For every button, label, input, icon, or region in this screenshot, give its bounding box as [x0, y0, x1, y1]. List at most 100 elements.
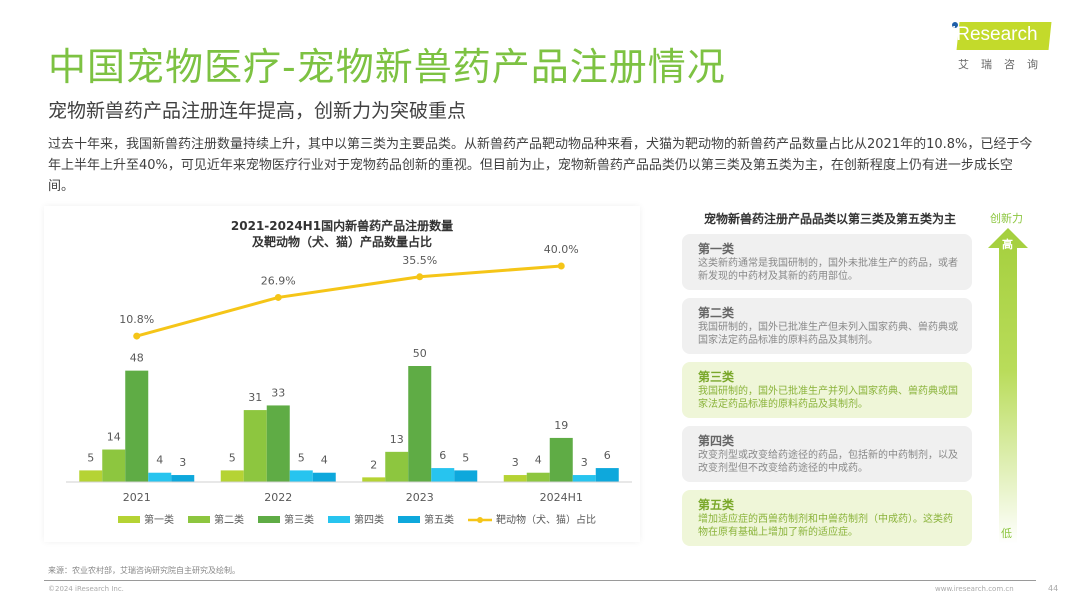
bar-value-label: 5	[87, 451, 94, 464]
x-tick-label: 2022	[264, 491, 292, 504]
bar-value-label: 14	[107, 431, 121, 444]
bar	[79, 470, 103, 482]
legend-label: 第二类	[214, 513, 244, 526]
category-desc: 这类新药通常是我国研制的，国外未批准生产的药品，或者新发现的中药材及其新的药用部…	[698, 258, 958, 282]
bar-value-label: 19	[554, 419, 568, 432]
bar-value-label: 5	[462, 451, 469, 464]
line-point	[133, 332, 141, 340]
copyright: ©2024 iResearch Inc.	[48, 585, 124, 593]
bar	[503, 475, 527, 482]
bar	[312, 472, 336, 482]
bar	[125, 370, 149, 482]
bar-value-label: 6	[604, 449, 611, 462]
page-title: 中国宠物医疗-宠物新兽药产品注册情况	[48, 45, 726, 89]
category-name: 第一类	[698, 242, 735, 256]
legend-label: 第四类	[354, 513, 384, 526]
legend-swatch	[398, 516, 420, 523]
line-point	[274, 293, 282, 301]
bar	[454, 470, 478, 482]
categories-title: 宠物新兽药注册产品品类以第三类及第五类为主	[704, 212, 957, 226]
bar-value-label: 3	[179, 456, 186, 469]
bar	[243, 410, 267, 482]
logo-dot-icon	[952, 22, 958, 28]
bar-value-label: 5	[298, 451, 305, 464]
legend-swatch	[188, 516, 210, 523]
category-desc: 增加适应症的西兽药制剂和中兽药制剂（中成药）。这类药物在原有基础上增加了新的适应…	[698, 514, 953, 538]
line-series	[136, 264, 562, 338]
bar-value-label: 33	[271, 386, 285, 399]
bar-value-label: 4	[156, 454, 163, 467]
innovation-high-label: 高	[1002, 238, 1013, 251]
category-card: 第一类这类新药通常是我国研制的，国外未批准生产的药品，或者新发现的中药材及其新的…	[682, 234, 972, 290]
innovation-arrow-icon	[988, 228, 1028, 544]
legend-swatch	[328, 516, 350, 523]
bar	[595, 468, 619, 482]
bar	[549, 437, 573, 482]
bar	[266, 405, 290, 482]
bar-value-label: 3	[512, 456, 519, 469]
legend-line-marker	[477, 517, 483, 523]
innovation-low-label: 低	[1001, 527, 1012, 540]
chart-title: 2021-2024H1国内新兽药产品注册数量 及靶动物（犬、猫）产品数量占比	[44, 218, 640, 250]
bar	[171, 475, 195, 482]
website-link[interactable]: www.iresearch.com.cn	[935, 585, 1014, 593]
category-name: 第三类	[698, 370, 735, 384]
bar	[362, 477, 386, 482]
logo-cn-text: 艾瑞咨询	[958, 58, 1050, 71]
legend-swatch	[118, 516, 140, 523]
category-name: 第四类	[698, 434, 735, 448]
legend-swatch	[258, 516, 280, 523]
category-name: 第五类	[698, 498, 735, 512]
category-desc: 我国研制的，国外已批准生产但未列入国家药典、兽药典或国家法定药品标准的原料药品及…	[698, 322, 958, 346]
bar	[289, 470, 313, 482]
category-desc: 我国研制的，国外已批准生产并列入国家药典、兽药典或国家法定药品标准的原料药品及其…	[698, 386, 958, 410]
line-value-label: 35.5%	[402, 254, 437, 267]
bar-value-label: 3	[581, 456, 588, 469]
bar	[572, 475, 596, 482]
x-tick-label: 2021	[123, 491, 151, 504]
bar-value-label: 4	[321, 454, 328, 467]
line-point	[416, 273, 424, 281]
x-tick-label: 2023	[406, 491, 434, 504]
bar	[148, 472, 172, 482]
legend-label: 第五类	[424, 513, 454, 526]
line-value-label: 10.8%	[119, 313, 154, 326]
bar	[526, 472, 550, 482]
bar	[102, 449, 126, 482]
line-point	[557, 262, 565, 270]
bar-value-label: 4	[535, 454, 542, 467]
bar-value-label: 6	[439, 449, 446, 462]
bar-value-label: 13	[390, 433, 404, 446]
intro-paragraph: 过去十年来，我国新兽药注册数量持续上升，其中以第三类为主要品类。从新兽药产品靶动…	[48, 137, 1033, 194]
category-desc: 改变剂型或改变给药途径的药品，包括新的中药制剂，以及改变剂型但不改变给药途径的中…	[698, 450, 958, 474]
bar	[220, 470, 244, 482]
legend-label: 第三类	[284, 513, 314, 526]
category-card: 第五类增加适应症的西兽药制剂和中兽药制剂（中成药）。这类药物在原有基础上增加了新…	[682, 490, 972, 546]
category-name: 第二类	[698, 306, 735, 320]
chart-panel: 2021-2024H1国内新兽药产品注册数量 及靶动物（犬、猫）产品数量占比 5…	[44, 206, 640, 542]
bar	[431, 468, 455, 482]
legend-label: 第一类	[144, 513, 174, 526]
combo-chart: 5 14 48 4 3 2021 5 31 33 5 4 2022 2 13 50 6 5 2023 3 4 19 3 6 2…	[66, 243, 632, 526]
footer-divider	[44, 580, 1036, 581]
bar-value-label: 5	[229, 451, 236, 464]
bar-value-label: 31	[248, 391, 262, 404]
chart-title-line2: 及靶动物（犬、猫）产品数量占比	[251, 235, 432, 249]
line-value-label: 26.9%	[261, 274, 296, 287]
bar-value-label: 50	[413, 347, 427, 360]
source-note: 来源：农业农村部，艾瑞咨询研究院自主研究及绘制。	[48, 566, 240, 575]
chart-title-line1: 2021-2024H1国内新兽药产品注册数量	[230, 219, 454, 233]
category-card: 第三类我国研制的，国外已批准生产并列入国家药典、兽药典或国家法定药品标准的原料药…	[682, 362, 972, 418]
line-value-label: 40.0%	[544, 243, 579, 256]
innovation-label: 创新力	[990, 212, 1023, 225]
category-card: 第四类改变剂型或改变给药途径的药品，包括新的中药制剂，以及改变剂型但不改变给药途…	[682, 426, 972, 482]
page-subtitle: 宠物新兽药产品注册连年提高，创新力为突破重点	[48, 100, 467, 122]
bar-value-label: 48	[130, 352, 144, 365]
iresearch-logo: iResearch 艾瑞咨询	[950, 18, 1060, 73]
bar	[385, 451, 409, 482]
bar	[408, 366, 432, 482]
logo-brand-text: iResearch	[952, 24, 1038, 45]
bar-value-label: 2	[370, 458, 377, 471]
page-number: 44	[1048, 584, 1059, 593]
x-tick-label: 2024H1	[540, 491, 583, 504]
